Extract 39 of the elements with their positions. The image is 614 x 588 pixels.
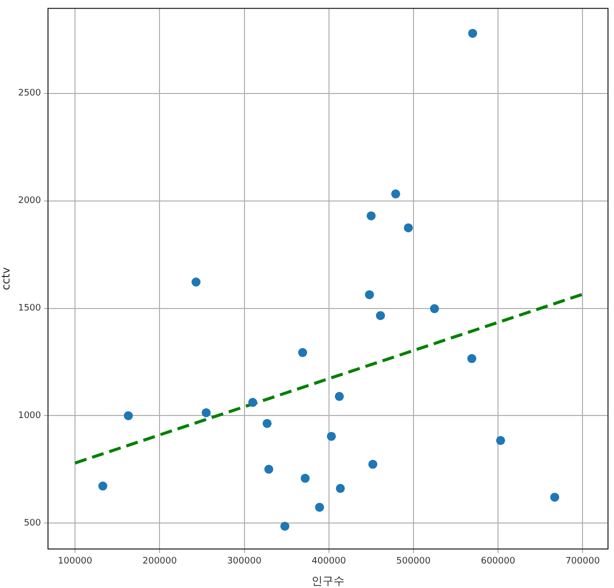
y-tick-label: 1500 [18, 304, 42, 314]
point [264, 464, 274, 474]
y-tick-label: 1000 [18, 411, 42, 422]
point [391, 189, 400, 198]
point [404, 223, 413, 232]
x-tick-label: 400000 [312, 556, 346, 567]
point [366, 211, 376, 220]
y-tick-label: 500 [24, 518, 42, 529]
y-tick-label: 2500 [18, 88, 42, 99]
point [124, 411, 133, 420]
point [334, 392, 344, 401]
point [192, 278, 201, 287]
y-axis-title: cctv [0, 266, 12, 290]
point [468, 28, 478, 38]
x-tick-label: 700000 [565, 556, 600, 567]
point [364, 290, 374, 300]
point [98, 482, 108, 491]
point [336, 484, 345, 493]
point [280, 522, 290, 531]
x-tick-label: 600000 [480, 556, 516, 567]
point [368, 460, 378, 469]
point [550, 492, 560, 502]
point [300, 474, 310, 483]
point [496, 436, 506, 445]
point [315, 502, 324, 512]
point [326, 432, 336, 441]
point [376, 311, 385, 320]
x-axis-title: 인구수 [312, 574, 344, 588]
point [467, 354, 476, 364]
point [262, 418, 272, 428]
x-tick-label: 200000 [142, 556, 178, 567]
point [430, 304, 439, 314]
point [202, 408, 211, 418]
x-tick-label: 100000 [58, 556, 93, 567]
y-tick-label: 2000 [18, 196, 42, 206]
point [248, 398, 258, 407]
point [298, 348, 308, 358]
x-tick-label: 500000 [396, 556, 431, 567]
x-tick-label: 300000 [227, 556, 262, 567]
